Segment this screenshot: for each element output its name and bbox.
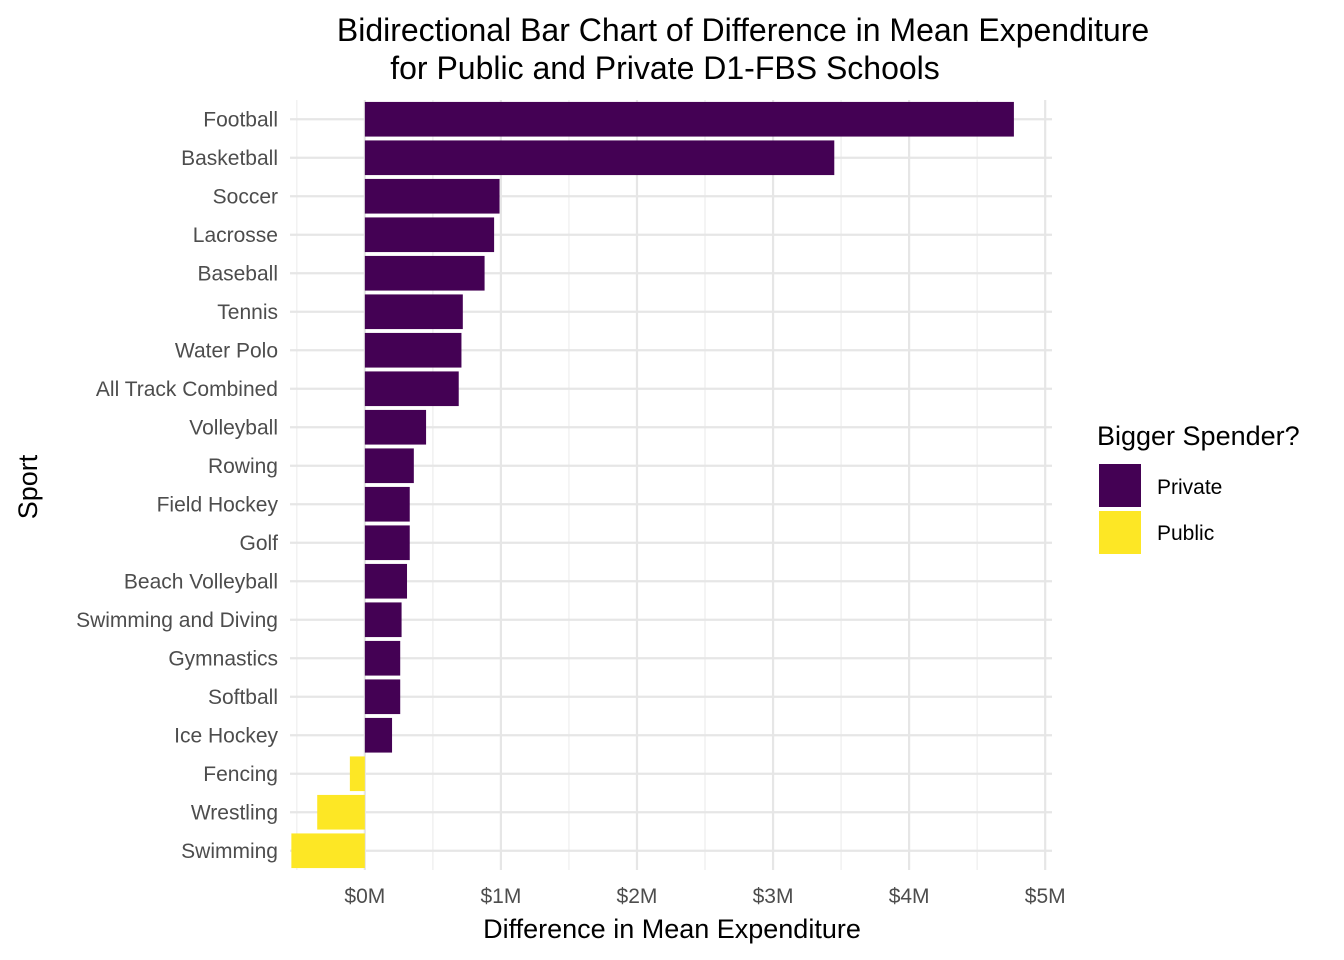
bar-ice-hockey	[364, 717, 393, 753]
bar-basketball	[364, 140, 835, 176]
y-tick-label: Water Polo	[175, 339, 278, 362]
y-tick-label: Football	[203, 108, 278, 131]
y-tick-label: Golf	[239, 532, 278, 555]
bar-all-track-combined	[364, 371, 459, 407]
y-tick-label: Ice Hockey	[174, 724, 278, 747]
y-tick-label: Lacrosse	[193, 224, 278, 247]
bar-beach-volleyball	[364, 563, 408, 599]
gridlines	[290, 100, 1052, 870]
legend-swatch-public	[1099, 511, 1141, 554]
bar-softball	[364, 679, 401, 715]
y-tick-label: Beach Volleyball	[124, 570, 278, 593]
x-tick-label: $0M	[344, 885, 385, 908]
y-tick-labels: Football Basketball Soccer Lacrosse Baseball…	[76, 108, 278, 863]
legend-swatch-private	[1099, 464, 1141, 507]
y-tick-label: Softball	[208, 686, 278, 709]
bar-swimming-and-diving	[364, 602, 402, 638]
y-tick-label: Field Hockey	[157, 493, 279, 516]
bar-gymnastics	[364, 640, 401, 676]
y-tick-label: Wrestling	[191, 801, 278, 824]
bar-field-hockey	[364, 486, 410, 522]
x-tick-label: $4M	[889, 885, 930, 908]
x-axis-title: Difference in Mean Expenditure	[483, 914, 861, 944]
legend-title: Bigger Spender?	[1097, 421, 1300, 451]
x-tick-label: $3M	[753, 885, 794, 908]
legend-label-public: Public	[1157, 522, 1214, 545]
y-tick-label: Gymnastics	[168, 647, 278, 670]
y-tick-label: Swimming and Diving	[76, 609, 278, 632]
chart-title: Bidirectional Bar Chart of Difference in…	[337, 12, 1149, 48]
y-axis-title: Sport	[13, 454, 43, 519]
bar-baseball	[364, 255, 485, 291]
bar-golf	[364, 525, 410, 561]
legend: Bigger Spender? Private Public	[1097, 421, 1300, 554]
y-tick-label: Baseball	[197, 262, 278, 285]
x-tick-labels: $0M $1M $2M $3M $4M $5M	[344, 885, 1065, 908]
bars	[291, 101, 1014, 869]
bar-water-polo	[364, 332, 462, 368]
y-tick-label: Soccer	[213, 185, 278, 208]
y-tick-label: All Track Combined	[96, 378, 278, 401]
bar-tennis	[364, 294, 463, 330]
bar-rowing	[364, 448, 414, 484]
y-tick-label: Tennis	[217, 301, 278, 324]
bar-football	[364, 101, 1014, 137]
x-tick-label: $2M	[617, 885, 658, 908]
y-tick-label: Rowing	[208, 455, 278, 478]
bar-volleyball	[364, 409, 427, 445]
legend-label-private: Private	[1157, 476, 1222, 499]
y-tick-label: Basketball	[181, 147, 278, 170]
x-tick-label: $5M	[1025, 885, 1066, 908]
y-tick-label: Volleyball	[189, 416, 278, 439]
bar-wrestling	[317, 794, 365, 830]
bar-fencing	[349, 756, 365, 792]
chart-subtitle: for Public and Private D1-FBS Schools	[390, 50, 940, 86]
y-tick-label: Fencing	[203, 763, 278, 786]
bar-soccer	[364, 178, 500, 214]
y-tick-label: Swimming	[181, 840, 278, 863]
bar-swimming	[291, 833, 365, 869]
bar-lacrosse	[364, 217, 495, 253]
x-tick-label: $1M	[480, 885, 521, 908]
